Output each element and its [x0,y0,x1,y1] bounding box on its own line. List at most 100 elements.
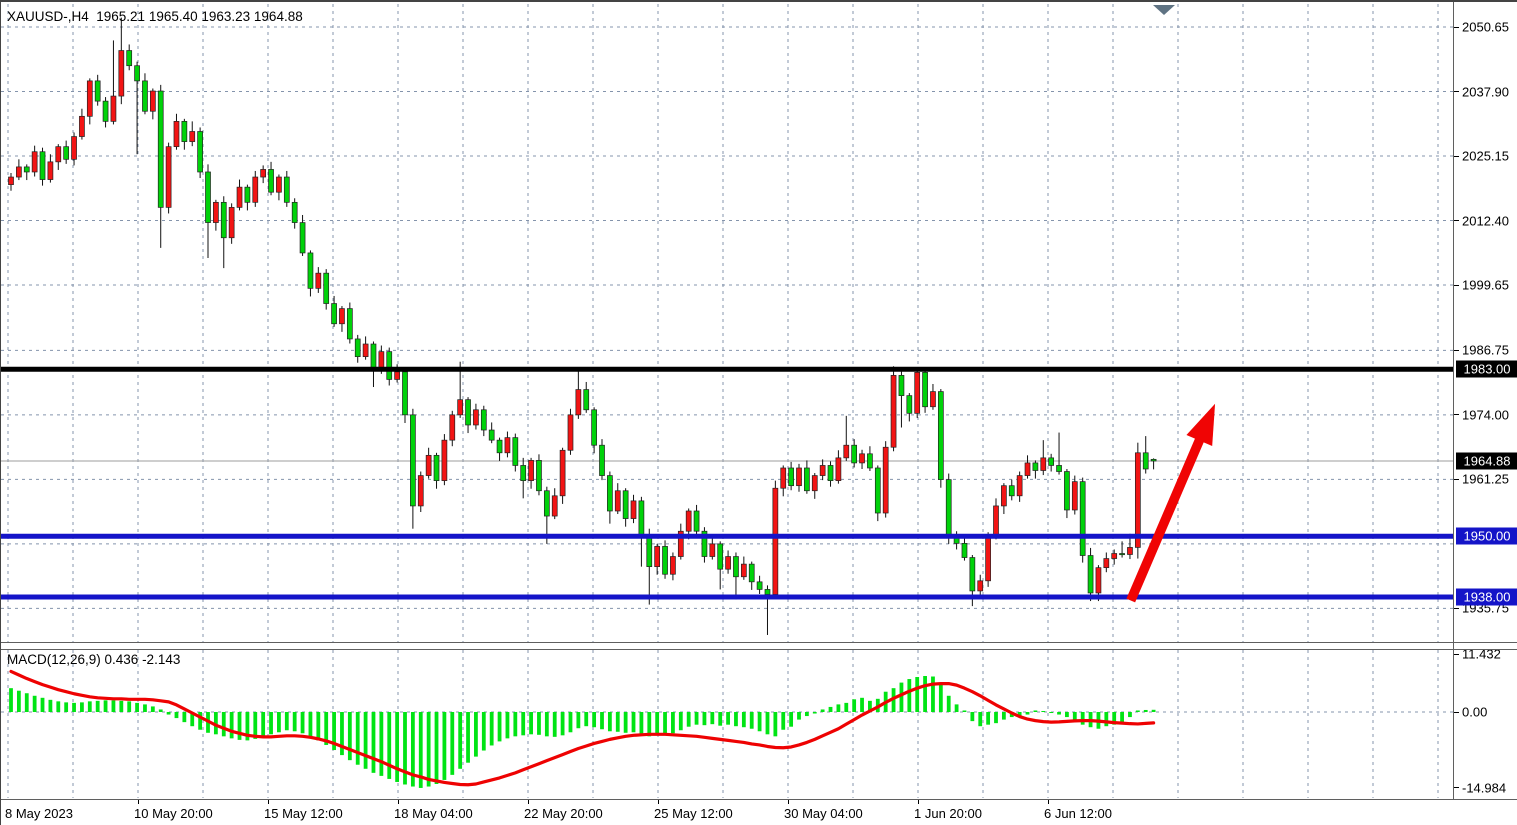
time-axis[interactable]: 8 May 2023 10 May 20:00 15 May 12:00 18 May… [1,800,1517,825]
macd-bar [781,712,786,730]
macd-bar [994,712,998,724]
candle-bear [733,556,739,578]
candlestick-plot[interactable] [1,2,1453,800]
price-tick-mark [1454,220,1459,222]
macd-tick-mark [1454,787,1459,789]
price-tick-label: 2012.40 [1462,213,1509,229]
candle-bull [362,343,369,358]
price-tick-mark [1454,155,1459,157]
candle-bull [504,437,511,454]
macd-bar [836,704,841,712]
candle-bull [1040,457,1047,471]
candle-bear [63,146,70,160]
price-tick-label: 2025.15 [1462,148,1509,164]
macd-bar [371,712,376,773]
macd-bar [332,712,336,751]
candle-bear [717,543,724,570]
macd-tick-label: -14.984 [1462,780,1507,796]
macd-bar [403,712,407,785]
macd-bar [418,712,423,788]
candle-bull [614,490,621,512]
candle-bull [16,166,22,178]
price-tick-mark [1454,91,1459,92]
candle-bull [914,371,921,414]
macd-bar [150,706,155,712]
macd-bar [410,712,415,787]
price-tick-mark [1454,607,1459,609]
macd-bar [655,712,660,736]
candle-bull [79,115,85,137]
candle-bear [402,371,408,416]
price-tick-label: 1974.00 [1462,407,1509,423]
chart-shift-marker-icon[interactable] [1153,5,1175,15]
macd-bar [923,676,927,712]
candle-bear [488,429,495,441]
macd-tick-mark [1454,711,1459,713]
candle-bear [961,543,968,558]
macd-bar [32,695,37,712]
candle-bull [1024,462,1031,476]
macd-bar [970,712,975,722]
candle-bear [370,343,377,370]
candle-bull [417,475,424,507]
macd-bar [915,677,920,712]
macd-bar [474,712,478,757]
macd-bar [592,712,597,728]
trend-arrow-shaft[interactable] [1126,433,1207,603]
candle-bear [291,201,298,223]
candle-bull [709,543,716,557]
macd-bar [450,712,455,775]
macd-bar [1017,712,1022,717]
candle-bear [205,171,211,223]
trend-arrow-head[interactable] [1186,403,1216,446]
macd-bar [56,701,61,712]
candle-bear [512,437,519,466]
macd-signal-line [9,669,1156,787]
macd-bar [1049,712,1054,714]
time-tick-label: 30 May 04:00 [784,806,863,821]
candle-bear [102,100,109,122]
macd-bar [678,712,683,731]
macd-bar [158,709,163,712]
price-tick-mark [1454,414,1459,416]
macd-bar [434,712,439,784]
candle-bull [890,375,897,448]
candle-bull [993,505,999,537]
time-tick-label: 18 May 04:00 [394,806,473,821]
panel-divider[interactable] [1,642,1517,643]
candle-bear [410,414,416,507]
macd-bar [379,712,384,776]
time-tick-mark [398,800,399,804]
macd-bar [40,697,45,712]
macd-bar [931,676,935,712]
macd-bar [773,712,778,737]
candle-bull [189,131,196,142]
macd-bar [615,712,620,732]
macd-bar [1057,712,1061,715]
price-axis[interactable]: 2050.65 2037.90 2025.15 2012.40 1999.65 1986.… [1454,2,1517,800]
candle-bull [1001,485,1007,507]
macd-bar [261,712,266,737]
macd-bar [127,701,132,712]
macd-bar [568,712,573,733]
candle-bull [670,556,676,575]
macd-bar [1143,709,1148,712]
macd-bar [726,712,730,725]
macd-bar [1151,709,1156,712]
macd-bar [600,712,604,730]
candle-bull [780,467,787,489]
candle-bull [1111,553,1118,559]
candle-bear [622,490,629,519]
time-tick-label: 10 May 20:00 [134,806,213,821]
candle-bear [1119,553,1125,556]
candle-bear [827,465,834,481]
candle-bull [1016,475,1023,497]
candle-bull [473,409,479,426]
candle-bear [788,467,794,487]
macd-bar [702,712,707,726]
candle-bear [299,222,306,254]
macd-bar [95,700,100,712]
candle-bull [236,186,243,208]
time-tick-label: 25 May 12:00 [654,806,733,821]
macd-bar [868,700,872,712]
